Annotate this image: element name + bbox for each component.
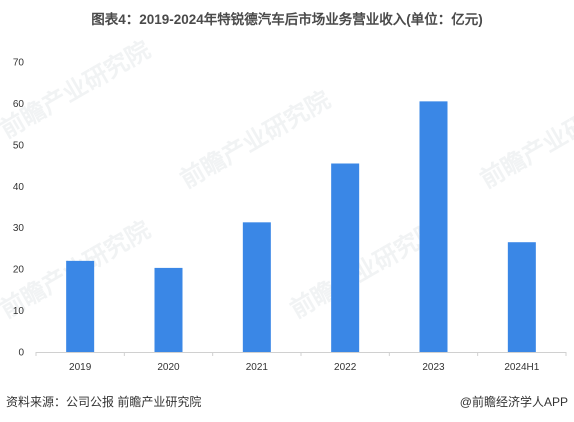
bars-group: [66, 101, 536, 352]
brand-label: @前瞻经济学人APP: [459, 395, 568, 409]
y-tick-label: 40: [13, 182, 25, 193]
y-tick-label: 70: [13, 58, 25, 69]
y-tick-label: 50: [13, 140, 25, 151]
x-tick-label: 2023: [422, 362, 445, 373]
x-tick-label: 2020: [157, 362, 180, 373]
x-tick-label: 2019: [69, 362, 92, 373]
x-tick-label: 2024H1: [504, 362, 539, 373]
chart-title: 图表4：2019-2024年特锐德汽车后市场业务营业收入(单位：亿元): [91, 12, 483, 27]
y-tick-label: 10: [13, 306, 25, 317]
x-tick-label: 2021: [246, 362, 269, 373]
bar-2021: [242, 222, 271, 352]
bar-2022: [331, 163, 360, 352]
bar-chart: 0 10 20 30 40 50 60 70 2019 2020 2021 2022 2023 2024…: [13, 58, 567, 373]
source-note: 资料来源：公司公报 前瞻产业研究院: [6, 395, 202, 409]
y-tick-label: 0: [18, 348, 24, 359]
x-axis: 2019 2020 2021 2022 2023 2024H1: [35, 352, 567, 373]
y-tick-label: 30: [13, 223, 25, 234]
bar-2023: [419, 101, 448, 352]
bar-2020: [154, 267, 183, 352]
y-axis: 0 10 20 30 40 50 60 70: [13, 58, 25, 359]
x-tick-label: 2022: [334, 362, 357, 373]
y-tick-label: 20: [13, 265, 25, 276]
bar-2019: [66, 260, 95, 352]
y-tick-label: 60: [13, 99, 25, 110]
bar-2024H1: [507, 242, 536, 352]
